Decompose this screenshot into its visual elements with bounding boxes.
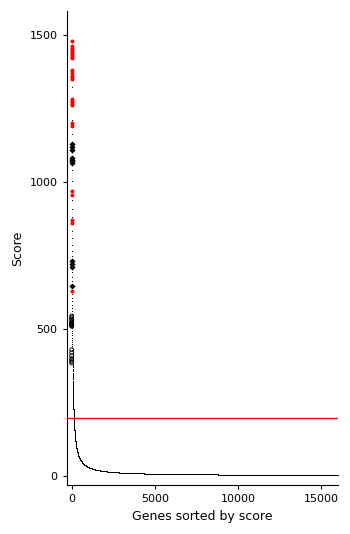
Point [69, 154, 75, 163]
Point [69, 257, 75, 266]
Point [69, 44, 75, 52]
Point [69, 282, 75, 291]
Point [69, 159, 75, 167]
Point [69, 66, 75, 74]
Point [69, 191, 75, 200]
Point [69, 157, 75, 166]
Point [69, 42, 75, 51]
Point [69, 139, 75, 148]
Point [69, 73, 75, 82]
Point [69, 313, 75, 321]
Point [69, 357, 75, 366]
Point [69, 312, 75, 320]
Point [69, 69, 75, 77]
Point [69, 315, 75, 323]
Point [69, 36, 75, 45]
Point [69, 186, 75, 195]
Point [69, 98, 75, 107]
Point [69, 318, 75, 326]
Point [69, 320, 75, 329]
Point [69, 351, 75, 360]
Point [69, 322, 75, 331]
Point [69, 145, 75, 154]
Point [69, 287, 75, 295]
Point [69, 101, 75, 109]
Point [69, 45, 75, 54]
Point [69, 356, 75, 364]
Point [69, 260, 75, 269]
Point [69, 72, 75, 80]
Point [69, 97, 75, 105]
Point [69, 100, 75, 108]
Point [69, 318, 75, 327]
Point [69, 95, 75, 104]
Point [69, 321, 75, 329]
Point [69, 349, 75, 357]
Point [69, 316, 75, 325]
Point [69, 355, 75, 363]
Point [69, 155, 75, 164]
Point [69, 359, 75, 367]
Point [69, 216, 75, 224]
Point [69, 321, 75, 330]
Y-axis label: Score: Score [11, 231, 24, 266]
Point [69, 219, 75, 227]
Point [69, 263, 75, 272]
Point [69, 50, 75, 58]
Point [69, 54, 75, 62]
Point [69, 51, 75, 60]
Point [69, 319, 75, 327]
Point [69, 52, 75, 61]
Point [69, 119, 75, 127]
Point [69, 143, 75, 151]
Point [69, 48, 75, 57]
X-axis label: Genes sorted by score: Genes sorted by score [132, 510, 273, 523]
Point [69, 46, 75, 55]
Point [69, 345, 75, 354]
Point [69, 122, 75, 130]
Point [69, 320, 75, 328]
Point [69, 75, 75, 83]
